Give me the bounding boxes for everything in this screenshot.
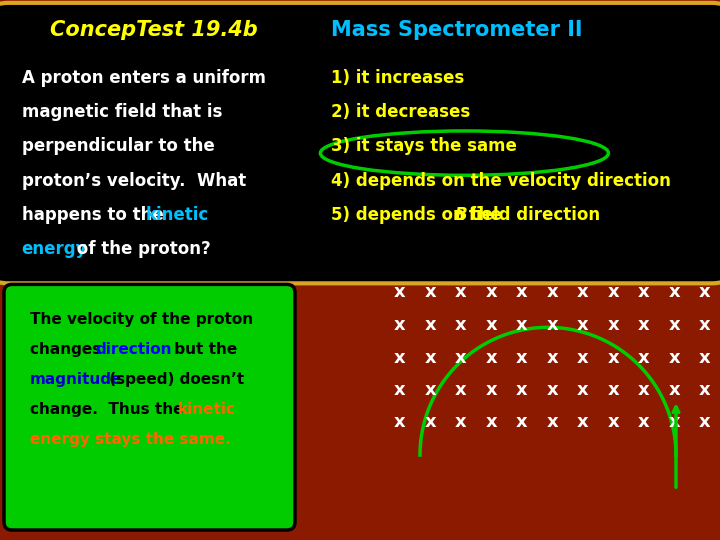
Text: changes: changes <box>30 342 107 357</box>
Text: x: x <box>486 284 498 301</box>
Text: x: x <box>546 349 558 367</box>
Text: 2) it decreases: 2) it decreases <box>331 103 470 121</box>
Text: kinetic: kinetic <box>178 402 235 417</box>
Text: x: x <box>669 284 680 301</box>
Text: field direction: field direction <box>463 206 600 224</box>
Text: x: x <box>486 381 498 399</box>
Text: x: x <box>699 284 711 301</box>
Text: 3) it stays the same: 3) it stays the same <box>331 137 517 156</box>
Text: direction: direction <box>96 342 172 357</box>
Text: x: x <box>455 316 467 334</box>
Text: kinetic: kinetic <box>145 206 209 224</box>
Text: x: x <box>425 381 436 399</box>
Text: x: x <box>516 381 528 399</box>
Text: x: x <box>608 316 619 334</box>
Text: but the: but the <box>169 342 238 357</box>
Text: x: x <box>608 381 619 399</box>
Text: x: x <box>394 284 406 301</box>
Text: x: x <box>577 284 589 301</box>
Text: proton’s velocity.  What: proton’s velocity. What <box>22 172 246 190</box>
Text: x: x <box>669 316 680 334</box>
Text: x: x <box>699 316 711 334</box>
FancyBboxPatch shape <box>4 285 295 530</box>
Text: x: x <box>546 284 558 301</box>
Text: energy: energy <box>22 240 87 259</box>
Text: x: x <box>669 381 680 399</box>
Text: x: x <box>394 413 406 431</box>
Text: perpendicular to the: perpendicular to the <box>22 137 215 156</box>
Text: x: x <box>638 413 650 431</box>
Text: 1) it increases: 1) it increases <box>331 69 464 87</box>
Text: x: x <box>546 413 558 431</box>
Text: x: x <box>699 381 711 399</box>
Text: x: x <box>516 284 528 301</box>
Text: x: x <box>638 316 650 334</box>
Text: magnetic field that is: magnetic field that is <box>22 103 222 121</box>
Text: x: x <box>516 413 528 431</box>
Text: x: x <box>577 413 589 431</box>
Text: x: x <box>486 413 498 431</box>
Text: A proton enters a uniform: A proton enters a uniform <box>22 69 266 87</box>
Text: x: x <box>608 349 619 367</box>
Text: x: x <box>455 413 467 431</box>
Text: x: x <box>638 349 650 367</box>
Text: x: x <box>486 349 498 367</box>
Text: x: x <box>455 349 467 367</box>
Text: x: x <box>638 381 650 399</box>
Text: x: x <box>394 349 406 367</box>
Text: x: x <box>577 316 589 334</box>
Text: energy stays the same.: energy stays the same. <box>30 432 230 447</box>
Text: x: x <box>699 413 711 431</box>
Text: ConcepTest 19.4b: ConcepTest 19.4b <box>50 20 258 40</box>
Text: x: x <box>608 413 619 431</box>
Text: x: x <box>516 349 528 367</box>
Text: x: x <box>425 284 436 301</box>
Text: 5) depends on the: 5) depends on the <box>331 206 508 224</box>
Text: x: x <box>577 349 589 367</box>
Text: x: x <box>546 381 558 399</box>
Text: (speed) doesn’t: (speed) doesn’t <box>104 372 244 387</box>
Text: The velocity of the proton: The velocity of the proton <box>30 312 253 327</box>
Text: magnitude: magnitude <box>30 372 122 387</box>
Text: x: x <box>455 284 467 301</box>
Text: x: x <box>669 413 680 431</box>
Text: x: x <box>699 349 711 367</box>
Text: x: x <box>486 316 498 334</box>
Text: x: x <box>669 349 680 367</box>
Text: of the proton?: of the proton? <box>71 240 211 259</box>
Text: x: x <box>638 284 650 301</box>
Text: x: x <box>546 316 558 334</box>
Text: x: x <box>608 284 619 301</box>
Text: x: x <box>455 381 467 399</box>
Text: x: x <box>516 316 528 334</box>
Text: x: x <box>394 316 406 334</box>
Text: x: x <box>425 413 436 431</box>
Text: x: x <box>577 381 589 399</box>
Text: 4) depends on the velocity direction: 4) depends on the velocity direction <box>331 172 671 190</box>
Text: happens to the: happens to the <box>22 206 169 224</box>
Text: x: x <box>425 316 436 334</box>
Text: B: B <box>454 206 467 224</box>
Text: x: x <box>394 381 406 399</box>
FancyBboxPatch shape <box>0 3 720 284</box>
Text: x: x <box>425 349 436 367</box>
Text: Mass Spectrometer II: Mass Spectrometer II <box>331 20 582 40</box>
Text: change.  Thus the: change. Thus the <box>30 402 189 417</box>
